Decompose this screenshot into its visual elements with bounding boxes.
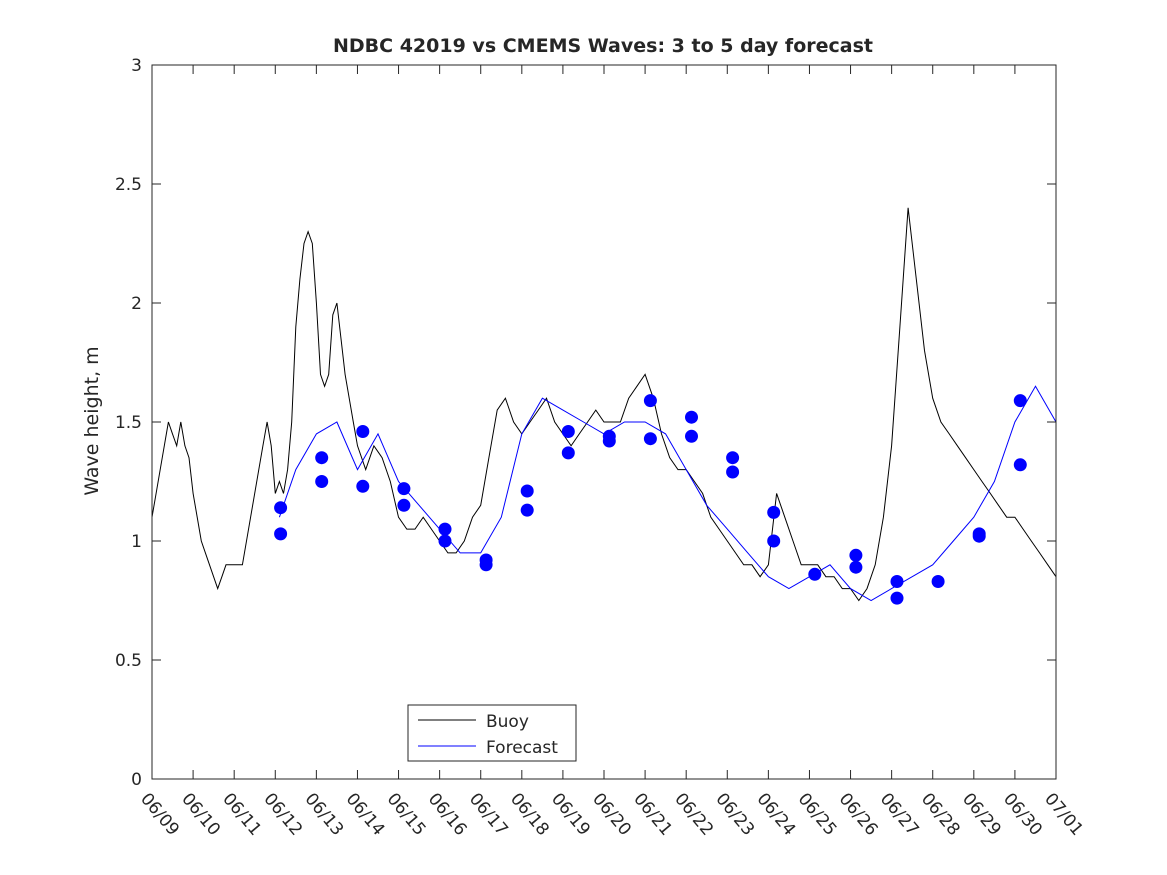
x-tick-label: 06/27 <box>876 789 923 839</box>
forecast-marker <box>767 534 781 548</box>
marker-layer <box>274 394 1027 605</box>
y-tick-label: 3 <box>131 56 142 76</box>
x-tick-label: 06/30 <box>999 789 1046 839</box>
forecast-marker <box>602 434 616 448</box>
forecast-marker <box>315 475 329 488</box>
x-tick-label: 06/15 <box>383 789 430 839</box>
series-line-buoy <box>151 207 1057 602</box>
forecast-marker <box>520 484 534 498</box>
forecast-marker <box>643 394 657 408</box>
series-layer <box>151 207 1057 602</box>
forecast-marker <box>356 479 370 493</box>
forecast-marker <box>356 425 370 438</box>
forecast-marker <box>397 498 411 512</box>
y-axis-label: Wave height, m <box>81 346 103 495</box>
x-tick-label: 06/19 <box>547 789 594 839</box>
legend-forecast-label: Forecast <box>486 738 558 758</box>
y-tick-label: 2.5 <box>115 175 142 195</box>
forecast-marker <box>315 451 329 465</box>
chart-title: NDBC 42019 vs CMEMS Waves: 3 to 5 day fo… <box>333 35 873 57</box>
forecast-marker <box>1013 394 1027 408</box>
x-tick-label: 06/18 <box>506 789 553 839</box>
forecast-marker <box>808 567 822 581</box>
x-tick-label: 06/12 <box>259 789 306 839</box>
x-tick-label: 06/09 <box>136 789 183 839</box>
forecast-marker <box>931 575 945 588</box>
x-tick-label: 07/01 <box>1040 789 1087 839</box>
y-tick-label: 1.5 <box>115 413 142 433</box>
forecast-marker <box>972 529 986 543</box>
forecast-marker <box>849 560 863 574</box>
legend: Buoy Forecast <box>407 704 577 762</box>
x-tick-label: 06/14 <box>342 789 389 839</box>
x-tick-label: 06/21 <box>629 789 676 839</box>
x-tick-label: 06/13 <box>301 789 348 839</box>
forecast-marker <box>561 425 575 438</box>
forecast-marker <box>685 410 698 424</box>
forecast-marker <box>397 482 411 496</box>
forecast-marker <box>274 501 288 515</box>
x-tick-label: 06/17 <box>465 789 512 839</box>
y-tick-label: 1 <box>131 532 142 552</box>
x-tick-label: 06/20 <box>588 789 635 839</box>
forecast-marker <box>685 429 698 443</box>
forecast-marker <box>520 503 534 517</box>
x-axis: 06/0906/1006/1106/1206/1306/1406/1506/16… <box>136 65 1087 840</box>
forecast-marker <box>1013 458 1027 472</box>
forecast-marker <box>561 446 575 460</box>
forecast-marker <box>890 591 904 605</box>
x-tick-label: 06/11 <box>218 789 265 839</box>
forecast-marker <box>849 548 863 562</box>
x-tick-label: 06/24 <box>753 789 800 839</box>
x-tick-label: 06/28 <box>917 789 964 839</box>
x-tick-label: 06/22 <box>670 789 717 839</box>
legend-box <box>407 704 577 762</box>
x-tick-label: 06/10 <box>177 789 224 839</box>
forecast-marker <box>767 505 781 519</box>
forecast-marker <box>726 465 740 479</box>
forecast-marker <box>438 534 452 548</box>
x-tick-label: 06/26 <box>835 789 882 839</box>
y-axis: 0 0.5 1 1.5 2 2.5 3 <box>115 56 1056 790</box>
y-tick-label: 0 <box>131 770 142 790</box>
x-tick-label: 06/25 <box>794 789 841 839</box>
forecast-marker <box>726 451 740 465</box>
y-tick-label: 0.5 <box>115 651 142 671</box>
forecast-marker <box>643 432 657 446</box>
x-tick-label: 06/23 <box>711 789 758 839</box>
forecast-marker <box>890 575 904 588</box>
forecast-marker <box>274 527 288 541</box>
x-tick-label: 06/29 <box>958 789 1005 839</box>
forecast-marker <box>438 522 452 536</box>
y-tick-label: 2 <box>131 294 142 314</box>
legend-buoy-label: Buoy <box>486 712 529 732</box>
forecast-marker <box>479 558 493 572</box>
x-tick-label: 06/16 <box>424 789 471 839</box>
